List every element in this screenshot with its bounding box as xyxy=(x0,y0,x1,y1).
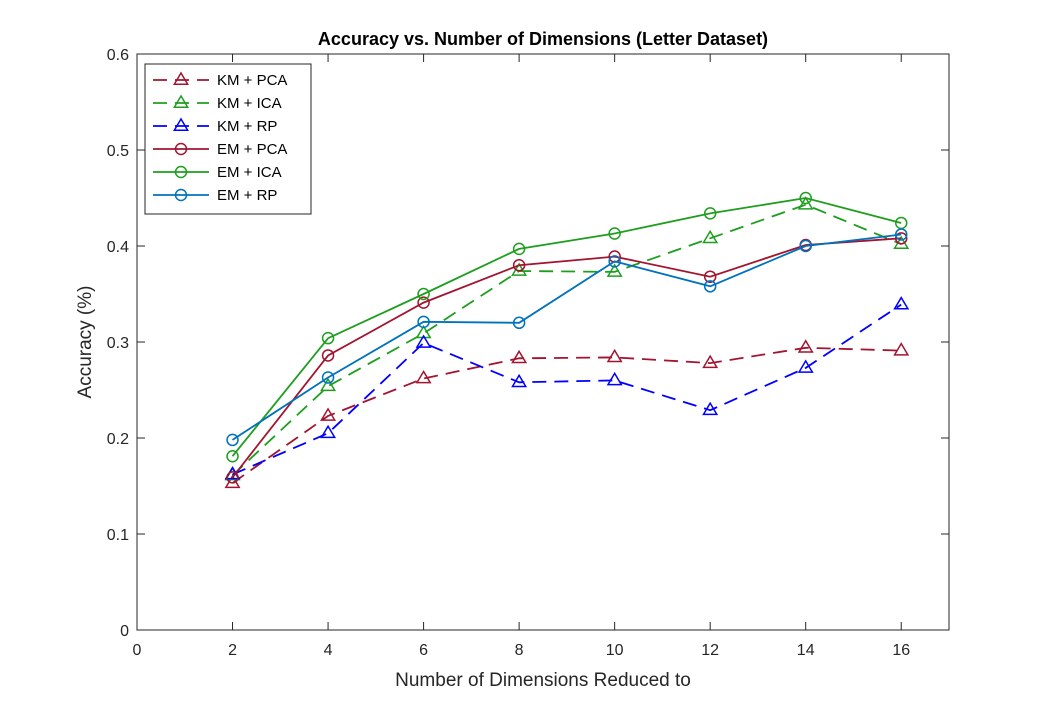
x-tick-label: 2 xyxy=(228,642,237,659)
data-point xyxy=(417,315,430,329)
data-point xyxy=(797,339,814,353)
y-axis-title: Accuracy (%) xyxy=(75,286,96,399)
series-line xyxy=(232,233,902,441)
data-point xyxy=(415,324,432,339)
data-point xyxy=(226,471,239,484)
data-point xyxy=(703,280,717,293)
data-point xyxy=(415,334,432,348)
series-layer xyxy=(224,191,910,489)
series-line xyxy=(231,197,902,457)
data-point xyxy=(799,239,812,253)
series-3 xyxy=(226,232,908,484)
data-point xyxy=(417,287,430,301)
y-tick-label: 0.4 xyxy=(107,239,129,256)
data-point xyxy=(893,342,910,356)
legend-marker xyxy=(174,188,188,202)
data-point xyxy=(893,296,910,310)
data-point xyxy=(894,228,908,241)
series-0 xyxy=(224,339,910,489)
data-point xyxy=(608,255,621,268)
data-point xyxy=(320,407,337,421)
y-tick-label: 0.3 xyxy=(107,335,129,352)
data-point xyxy=(415,370,432,384)
series-2 xyxy=(224,296,910,480)
y-tick-label: 0.1 xyxy=(107,527,129,544)
legend-item: EM + RP xyxy=(153,187,277,204)
x-axis-title: Number of Dimensions Reduced to xyxy=(395,670,691,691)
data-point xyxy=(321,331,335,345)
series-4 xyxy=(226,191,908,463)
series-line xyxy=(231,346,902,484)
data-point xyxy=(797,359,814,373)
y-tick-label: 0.5 xyxy=(107,143,129,160)
legend-label: KM + RP xyxy=(217,118,277,135)
legend-item: KM + RP xyxy=(153,117,277,135)
series-line xyxy=(231,203,902,477)
data-point xyxy=(894,232,908,245)
data-point xyxy=(511,373,528,388)
data-point xyxy=(226,433,239,447)
legend-label: KM + PCA xyxy=(217,72,287,89)
legend-marker xyxy=(174,165,188,179)
chart-title: Accuracy vs. Number of Dimensions (Lette… xyxy=(318,29,768,49)
data-point xyxy=(703,270,717,283)
legend-label: EM + RP xyxy=(217,187,277,204)
y-tick-label: 0.6 xyxy=(107,47,129,64)
legend-marker xyxy=(174,142,188,156)
data-point xyxy=(606,263,623,277)
data-point xyxy=(606,348,623,363)
x-tick-label: 4 xyxy=(324,642,333,659)
legend-label: EM + PCA xyxy=(217,141,287,158)
legend-item: EM + ICA xyxy=(153,164,282,181)
y-tick-label: 0.2 xyxy=(107,431,129,448)
data-point xyxy=(606,371,623,386)
x-tick-label: 6 xyxy=(419,642,428,659)
data-point xyxy=(702,354,719,369)
data-point xyxy=(321,371,335,384)
data-point xyxy=(702,401,719,416)
series-5 xyxy=(226,228,908,447)
legend-label: EM + ICA xyxy=(217,164,282,181)
legend: KM + PCA KM + ICA KM + RP EM + PCA EM + ICA E… xyxy=(144,63,312,215)
axis-ticks: 0 2 4 6 8 10 12 14 16 0 0.1 0.2 0.3 0.4 0.5 0.6 xyxy=(107,47,949,659)
data-point xyxy=(512,316,526,330)
data-point xyxy=(608,227,621,240)
legend-item: KM + ICA xyxy=(153,94,282,112)
legend-box xyxy=(144,63,312,215)
data-point xyxy=(799,191,812,205)
x-tick-label: 8 xyxy=(515,642,524,659)
legend-item: EM + PCA xyxy=(153,141,287,158)
data-point xyxy=(226,449,239,463)
series-line xyxy=(232,303,902,476)
x-tick-label: 12 xyxy=(701,642,719,659)
legend-marker xyxy=(173,117,189,131)
legend-item: KM + PCA xyxy=(153,71,287,89)
data-point xyxy=(511,349,528,364)
legend-marker xyxy=(173,94,189,108)
legend-marker xyxy=(173,71,189,85)
x-tick-label: 14 xyxy=(797,642,815,659)
data-point xyxy=(320,424,337,439)
data-point xyxy=(320,377,337,392)
data-point xyxy=(797,196,814,210)
data-point xyxy=(703,207,717,220)
data-point xyxy=(702,229,719,244)
x-tick-label: 0 xyxy=(133,642,142,659)
x-tick-label: 16 xyxy=(892,642,910,659)
y-tick-label: 0 xyxy=(120,623,129,640)
series-line xyxy=(231,237,902,478)
data-point xyxy=(512,258,526,272)
x-tick-label: 10 xyxy=(606,642,624,659)
data-point xyxy=(512,242,526,256)
legend-label: KM + ICA xyxy=(217,95,282,112)
data-point xyxy=(417,296,430,309)
data-point xyxy=(321,349,335,362)
